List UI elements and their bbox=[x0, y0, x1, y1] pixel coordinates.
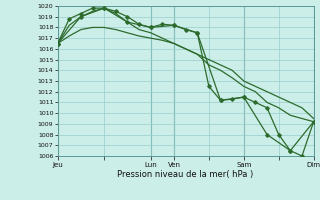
X-axis label: Pression niveau de la mer( hPa ): Pression niveau de la mer( hPa ) bbox=[117, 170, 254, 179]
